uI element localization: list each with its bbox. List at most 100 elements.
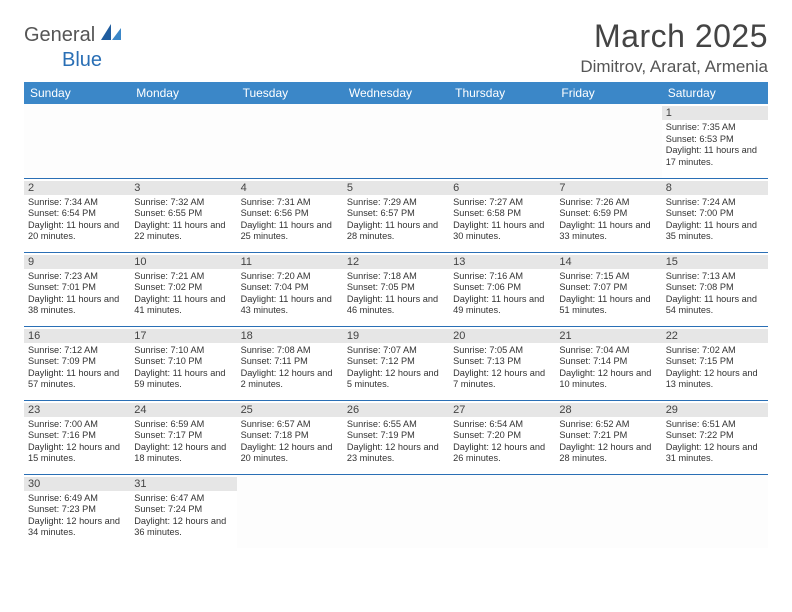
day-number: 16	[24, 329, 130, 343]
day-number: 3	[130, 181, 236, 195]
sunset-text: Sunset: 7:16 PM	[28, 430, 126, 442]
day-number: 19	[343, 329, 449, 343]
sunrise-text: Sunrise: 7:35 AM	[666, 122, 764, 134]
calendar-day-cell: 1 Sunrise: 7:35 AMSunset: 6:53 PMDaylight…	[662, 104, 768, 178]
day-details: Sunrise: 7:05 AMSunset: 7:13 PMDaylight:…	[453, 345, 551, 391]
day-number: 29	[662, 403, 768, 417]
sunset-text: Sunset: 6:53 PM	[666, 134, 764, 146]
brand-text-2: Blue	[62, 49, 102, 71]
calendar-week-row: 30Sunrise: 6:49 AMSunset: 7:23 PMDayligh…	[24, 474, 768, 548]
calendar-day-cell: 15Sunrise: 7:13 AMSunset: 7:08 PMDayligh…	[662, 252, 768, 326]
sunset-text: Sunset: 7:01 PM	[28, 282, 126, 294]
sunrise-text: Sunrise: 7:08 AM	[241, 345, 339, 357]
sunrise-text: Sunrise: 7:21 AM	[134, 271, 232, 283]
calendar-empty-cell	[555, 474, 661, 548]
sunset-text: Sunset: 7:11 PM	[241, 356, 339, 368]
daylight-text: Daylight: 12 hours and 15 minutes.	[28, 442, 126, 465]
daylight-text: Daylight: 11 hours and 25 minutes.	[241, 220, 339, 243]
sunrise-text: Sunrise: 7:32 AM	[134, 197, 232, 209]
day-number: 4	[237, 181, 343, 195]
calendar-empty-cell	[237, 104, 343, 178]
sunset-text: Sunset: 7:24 PM	[134, 504, 232, 516]
sunrise-text: Sunrise: 6:49 AM	[28, 493, 126, 505]
weekday-header-monday: Monday	[130, 82, 236, 104]
day-number: 8	[662, 181, 768, 195]
calendar-day-cell: 18Sunrise: 7:08 AMSunset: 7:11 PMDayligh…	[237, 326, 343, 400]
day-number: 30	[24, 477, 130, 491]
sunrise-text: Sunrise: 7:27 AM	[453, 197, 551, 209]
calendar-day-cell: 23 Sunrise: 7:00 AMSunset: 7:16 PMDayligh…	[24, 400, 130, 474]
sunset-text: Sunset: 7:12 PM	[347, 356, 445, 368]
calendar-day-cell: 27 Sunrise: 6:54 AMSunset: 7:20 PMDayligh…	[449, 400, 555, 474]
sunrise-text: Sunrise: 6:47 AM	[134, 493, 232, 505]
daylight-text: Daylight: 12 hours and 36 minutes.	[134, 516, 232, 539]
calendar-day-cell: 9Sunrise: 7:23 AMSunset: 7:01 PMDaylight…	[24, 252, 130, 326]
calendar-day-cell: 26Sunrise: 6:55 AMSunset: 7:19 PMDayligh…	[343, 400, 449, 474]
day-details: Sunrise: 7:13 AMSunset: 7:08 PMDaylight:…	[666, 271, 764, 317]
weekday-header-tuesday: Tuesday	[237, 82, 343, 104]
day-number: 26	[343, 403, 449, 417]
sunset-text: Sunset: 7:08 PM	[666, 282, 764, 294]
sunrise-text: Sunrise: 7:16 AM	[453, 271, 551, 283]
brand-logo: General	[24, 18, 125, 47]
brand-sail-icon	[101, 24, 123, 47]
day-details: Sunrise: 7:04 AMSunset: 7:14 PMDaylight:…	[559, 345, 657, 391]
daylight-text: Daylight: 12 hours and 26 minutes.	[453, 442, 551, 465]
calendar-day-cell: 5Sunrise: 7:29 AMSunset: 6:57 PMDaylight…	[343, 178, 449, 252]
day-number: 1	[662, 106, 768, 120]
daylight-text: Daylight: 11 hours and 17 minutes.	[666, 145, 764, 168]
day-number: 31	[130, 477, 236, 491]
day-number: 27	[449, 403, 555, 417]
weekday-header-friday: Friday	[555, 82, 661, 104]
calendar-day-cell: 2Sunrise: 7:34 AMSunset: 6:54 PMDaylight…	[24, 178, 130, 252]
sunrise-text: Sunrise: 6:51 AM	[666, 419, 764, 431]
day-details: Sunrise: 6:54 AMSunset: 7:20 PMDaylight:…	[453, 419, 551, 465]
daylight-text: Daylight: 11 hours and 38 minutes.	[28, 294, 126, 317]
calendar-day-cell: 16Sunrise: 7:12 AMSunset: 7:09 PMDayligh…	[24, 326, 130, 400]
daylight-text: Daylight: 12 hours and 23 minutes.	[347, 442, 445, 465]
day-details: Sunrise: 6:57 AMSunset: 7:18 PMDaylight:…	[241, 419, 339, 465]
day-number: 14	[555, 255, 661, 269]
calendar-week-row: 2Sunrise: 7:34 AMSunset: 6:54 PMDaylight…	[24, 178, 768, 252]
calendar-day-cell: 14 Sunrise: 7:15 AMSunset: 7:07 PMDayligh…	[555, 252, 661, 326]
day-details: Sunrise: 7:27 AMSunset: 6:58 PMDaylight:…	[453, 197, 551, 243]
day-details: Sunrise: 7:15 AMSunset: 7:07 PMDaylight:…	[559, 271, 657, 317]
daylight-text: Daylight: 11 hours and 33 minutes.	[559, 220, 657, 243]
day-details: Sunrise: 7:26 AMSunset: 6:59 PMDaylight:…	[559, 197, 657, 243]
sunrise-text: Sunrise: 7:34 AM	[28, 197, 126, 209]
day-details: Sunrise: 6:52 AMSunset: 7:21 PMDaylight:…	[559, 419, 657, 465]
weekday-header-thursday: Thursday	[449, 82, 555, 104]
daylight-text: Daylight: 11 hours and 30 minutes.	[453, 220, 551, 243]
daylight-text: Daylight: 11 hours and 54 minutes.	[666, 294, 764, 317]
daylight-text: Daylight: 11 hours and 43 minutes.	[241, 294, 339, 317]
title-block: March 2025 Dimitrov, Ararat, Armenia	[580, 18, 768, 77]
sunrise-text: Sunrise: 7:23 AM	[28, 271, 126, 283]
calendar-day-cell: 25 Sunrise: 6:57 AMSunset: 7:18 PMDayligh…	[237, 400, 343, 474]
day-details: Sunrise: 7:16 AMSunset: 7:06 PMDaylight:…	[453, 271, 551, 317]
calendar-empty-cell	[662, 474, 768, 548]
calendar-day-cell: 30Sunrise: 6:49 AMSunset: 7:23 PMDayligh…	[24, 474, 130, 548]
daylight-text: Daylight: 11 hours and 57 minutes.	[28, 368, 126, 391]
calendar-day-cell: 24Sunrise: 6:59 AMSunset: 7:17 PMDayligh…	[130, 400, 236, 474]
sunset-text: Sunset: 6:55 PM	[134, 208, 232, 220]
sunrise-text: Sunrise: 7:00 AM	[28, 419, 126, 431]
sunrise-text: Sunrise: 7:20 AM	[241, 271, 339, 283]
calendar-table: SundayMondayTuesdayWednesdayThursdayFrid…	[24, 82, 768, 548]
sunrise-text: Sunrise: 6:59 AM	[134, 419, 232, 431]
day-number: 25	[237, 403, 343, 417]
day-details: Sunrise: 7:24 AMSunset: 7:00 PMDaylight:…	[666, 197, 764, 243]
calendar-day-cell: 4Sunrise: 7:31 AMSunset: 6:56 PMDaylight…	[237, 178, 343, 252]
day-number: 22	[662, 329, 768, 343]
daylight-text: Daylight: 12 hours and 28 minutes.	[559, 442, 657, 465]
sunset-text: Sunset: 6:58 PM	[453, 208, 551, 220]
calendar-empty-cell	[555, 104, 661, 178]
sunrise-text: Sunrise: 7:07 AM	[347, 345, 445, 357]
day-number: 18	[237, 329, 343, 343]
sunset-text: Sunset: 7:20 PM	[453, 430, 551, 442]
daylight-text: Daylight: 11 hours and 41 minutes.	[134, 294, 232, 317]
day-number: 7	[555, 181, 661, 195]
day-number: 23	[24, 403, 130, 417]
day-number: 10	[130, 255, 236, 269]
sunrise-text: Sunrise: 7:10 AM	[134, 345, 232, 357]
daylight-text: Daylight: 11 hours and 51 minutes.	[559, 294, 657, 317]
